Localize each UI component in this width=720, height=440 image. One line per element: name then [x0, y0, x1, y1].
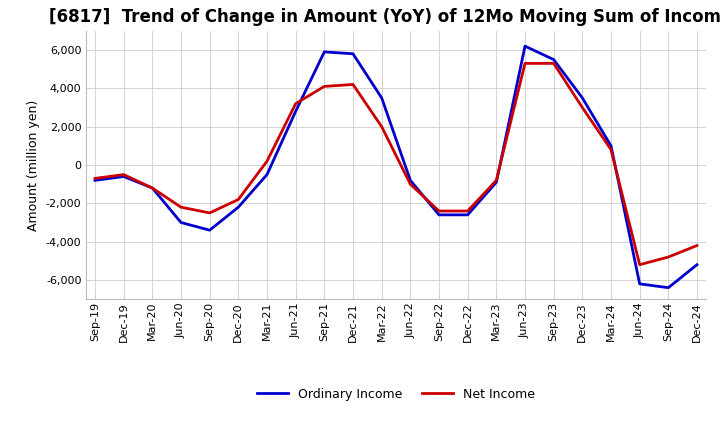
Net Income	[348, 82, 357, 87]
Ordinary Income	[176, 220, 185, 225]
Net Income	[664, 254, 672, 260]
Net Income	[435, 209, 444, 214]
Legend: Ordinary Income, Net Income: Ordinary Income, Net Income	[252, 383, 540, 406]
Ordinary Income	[263, 172, 271, 177]
Ordinary Income	[607, 143, 616, 148]
Net Income	[292, 101, 300, 106]
Ordinary Income	[148, 185, 157, 191]
Net Income	[521, 61, 529, 66]
Net Income	[91, 176, 99, 181]
Ordinary Income	[464, 212, 472, 217]
Ordinary Income	[435, 212, 444, 217]
Ordinary Income	[205, 227, 214, 233]
Line: Net Income: Net Income	[95, 63, 697, 265]
Net Income	[148, 185, 157, 191]
Net Income	[120, 172, 128, 177]
Ordinary Income	[292, 109, 300, 114]
Line: Ordinary Income: Ordinary Income	[95, 46, 697, 288]
Ordinary Income	[406, 178, 415, 183]
Ordinary Income	[693, 262, 701, 268]
Y-axis label: Amount (million yen): Amount (million yen)	[27, 99, 40, 231]
Net Income	[464, 209, 472, 214]
Ordinary Income	[664, 285, 672, 290]
Net Income	[635, 262, 644, 268]
Title: [6817]  Trend of Change in Amount (YoY) of 12Mo Moving Sum of Incomes: [6817] Trend of Change in Amount (YoY) o…	[50, 8, 720, 26]
Ordinary Income	[320, 49, 328, 55]
Ordinary Income	[578, 95, 587, 101]
Ordinary Income	[91, 178, 99, 183]
Net Income	[492, 178, 500, 183]
Ordinary Income	[234, 205, 243, 210]
Ordinary Income	[549, 57, 558, 62]
Net Income	[578, 105, 587, 110]
Net Income	[320, 84, 328, 89]
Ordinary Income	[635, 281, 644, 286]
Net Income	[176, 205, 185, 210]
Net Income	[406, 182, 415, 187]
Ordinary Income	[377, 95, 386, 101]
Ordinary Income	[492, 180, 500, 185]
Net Income	[693, 243, 701, 248]
Ordinary Income	[348, 51, 357, 56]
Net Income	[377, 124, 386, 129]
Net Income	[263, 158, 271, 164]
Ordinary Income	[521, 44, 529, 49]
Net Income	[205, 210, 214, 216]
Net Income	[549, 61, 558, 66]
Net Income	[234, 197, 243, 202]
Net Income	[607, 147, 616, 152]
Ordinary Income	[120, 174, 128, 179]
